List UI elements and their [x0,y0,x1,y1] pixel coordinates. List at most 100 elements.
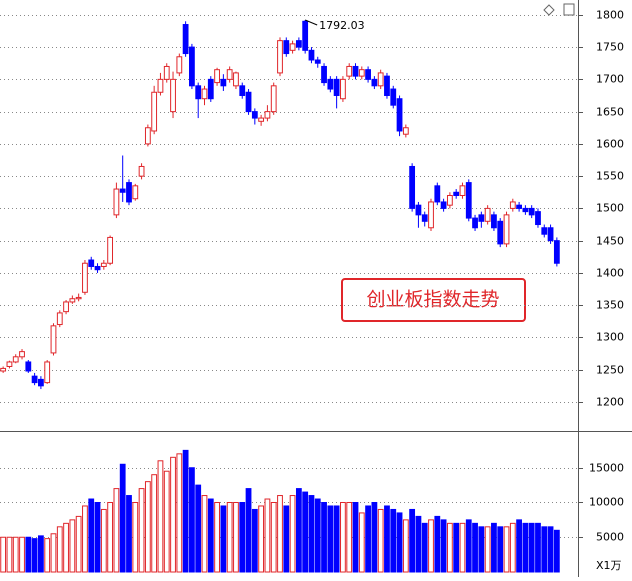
candle-body [138,165,145,177]
candle-body [157,78,164,93]
candle-body [233,72,239,87]
chart-title: 创业板指数走势 [366,289,499,311]
candle-body [50,325,57,354]
volume-bar [226,501,233,573]
candle-body [75,296,82,300]
window-icon[interactable] [563,3,575,16]
candle-body [440,201,447,209]
candle-body [245,91,252,113]
candle-body [547,227,554,242]
candle-body [107,236,114,264]
candle-body [377,72,384,87]
volume-bar [516,519,522,573]
candle-body [38,378,44,387]
volume-bar [132,501,139,573]
candle-body [170,78,176,113]
candle-body [346,65,353,77]
volume-bar [390,508,397,573]
candle-body [295,40,302,48]
volume-bar [396,512,403,573]
volume-bar [170,456,176,573]
y-tick-label: 1800 [596,9,624,22]
unit-label: X1万 [596,559,622,572]
candle-body [207,78,214,100]
candle-body [6,361,13,367]
volume-bar [182,449,189,573]
candle-body [516,204,522,209]
volume-bar [201,495,208,573]
candle-body [409,165,416,209]
candle-body [535,211,541,226]
volume-bar [44,538,51,573]
y-tick-label: 1350 [596,299,624,312]
candle-body [428,201,434,229]
volume-bar [264,498,271,573]
volume-bar [214,501,220,573]
candle-body [94,265,101,271]
volume-bar [50,533,57,573]
candle-body [69,298,76,303]
candle-body [415,204,422,216]
volume-bar [100,508,107,573]
volume-bar [251,508,258,573]
volume-bar [421,522,428,573]
candle-body [25,361,32,372]
candle-body [201,88,208,100]
y-tick-label: 1600 [596,138,624,151]
candle-body [365,69,371,80]
y-tick-label: 1450 [596,235,624,248]
volume-bar [478,526,485,573]
candle-body [333,78,340,96]
candle-body [491,214,497,229]
volume-bar [346,501,353,573]
candle-body [12,356,19,363]
volume-bar [69,519,76,573]
candle-body [390,88,397,106]
volume-bar [126,495,132,573]
candle-body [251,111,258,119]
annotation-label: 1792.03 [319,19,365,32]
volume-bar [484,526,491,573]
volume-bar [88,498,95,573]
y-tick-label: 1550 [596,170,624,183]
volume-bar [497,526,504,573]
volume-bar [258,505,265,573]
candle-body [88,259,95,267]
volume-bar [38,535,44,573]
candle-body [484,207,491,222]
candle-body [327,78,334,90]
volume-bar [415,515,422,573]
candle-body [189,46,195,87]
volume-bar [289,495,296,573]
candle-body [31,375,38,384]
annotation-line [304,19,318,26]
volume-bar [308,495,315,573]
candle-body [553,240,560,264]
candle-body [302,20,309,51]
volume-bar [402,519,409,573]
volume-bar [428,519,434,573]
volume-bar [12,536,19,573]
volume-bar [465,519,472,573]
candle-body [352,65,359,77]
candle-body [277,40,283,74]
candle-body [151,91,158,132]
candle-body [56,312,63,326]
volume-bar [409,508,416,573]
candle-body [44,361,51,384]
volume-bar [113,488,120,573]
volume-bar [352,501,359,573]
volume-bar [56,526,63,573]
candle-body [126,182,132,203]
candle-body [283,40,290,55]
candle-body [270,85,277,113]
candle-body [0,367,7,372]
candle-body [19,351,25,358]
volume-bar [491,522,497,573]
y-tick-label: 1700 [596,73,624,86]
candle-body [509,201,516,209]
candle-body [314,59,321,64]
volume-bar [528,522,535,573]
volume-bar [82,505,88,573]
title-box [341,278,526,322]
